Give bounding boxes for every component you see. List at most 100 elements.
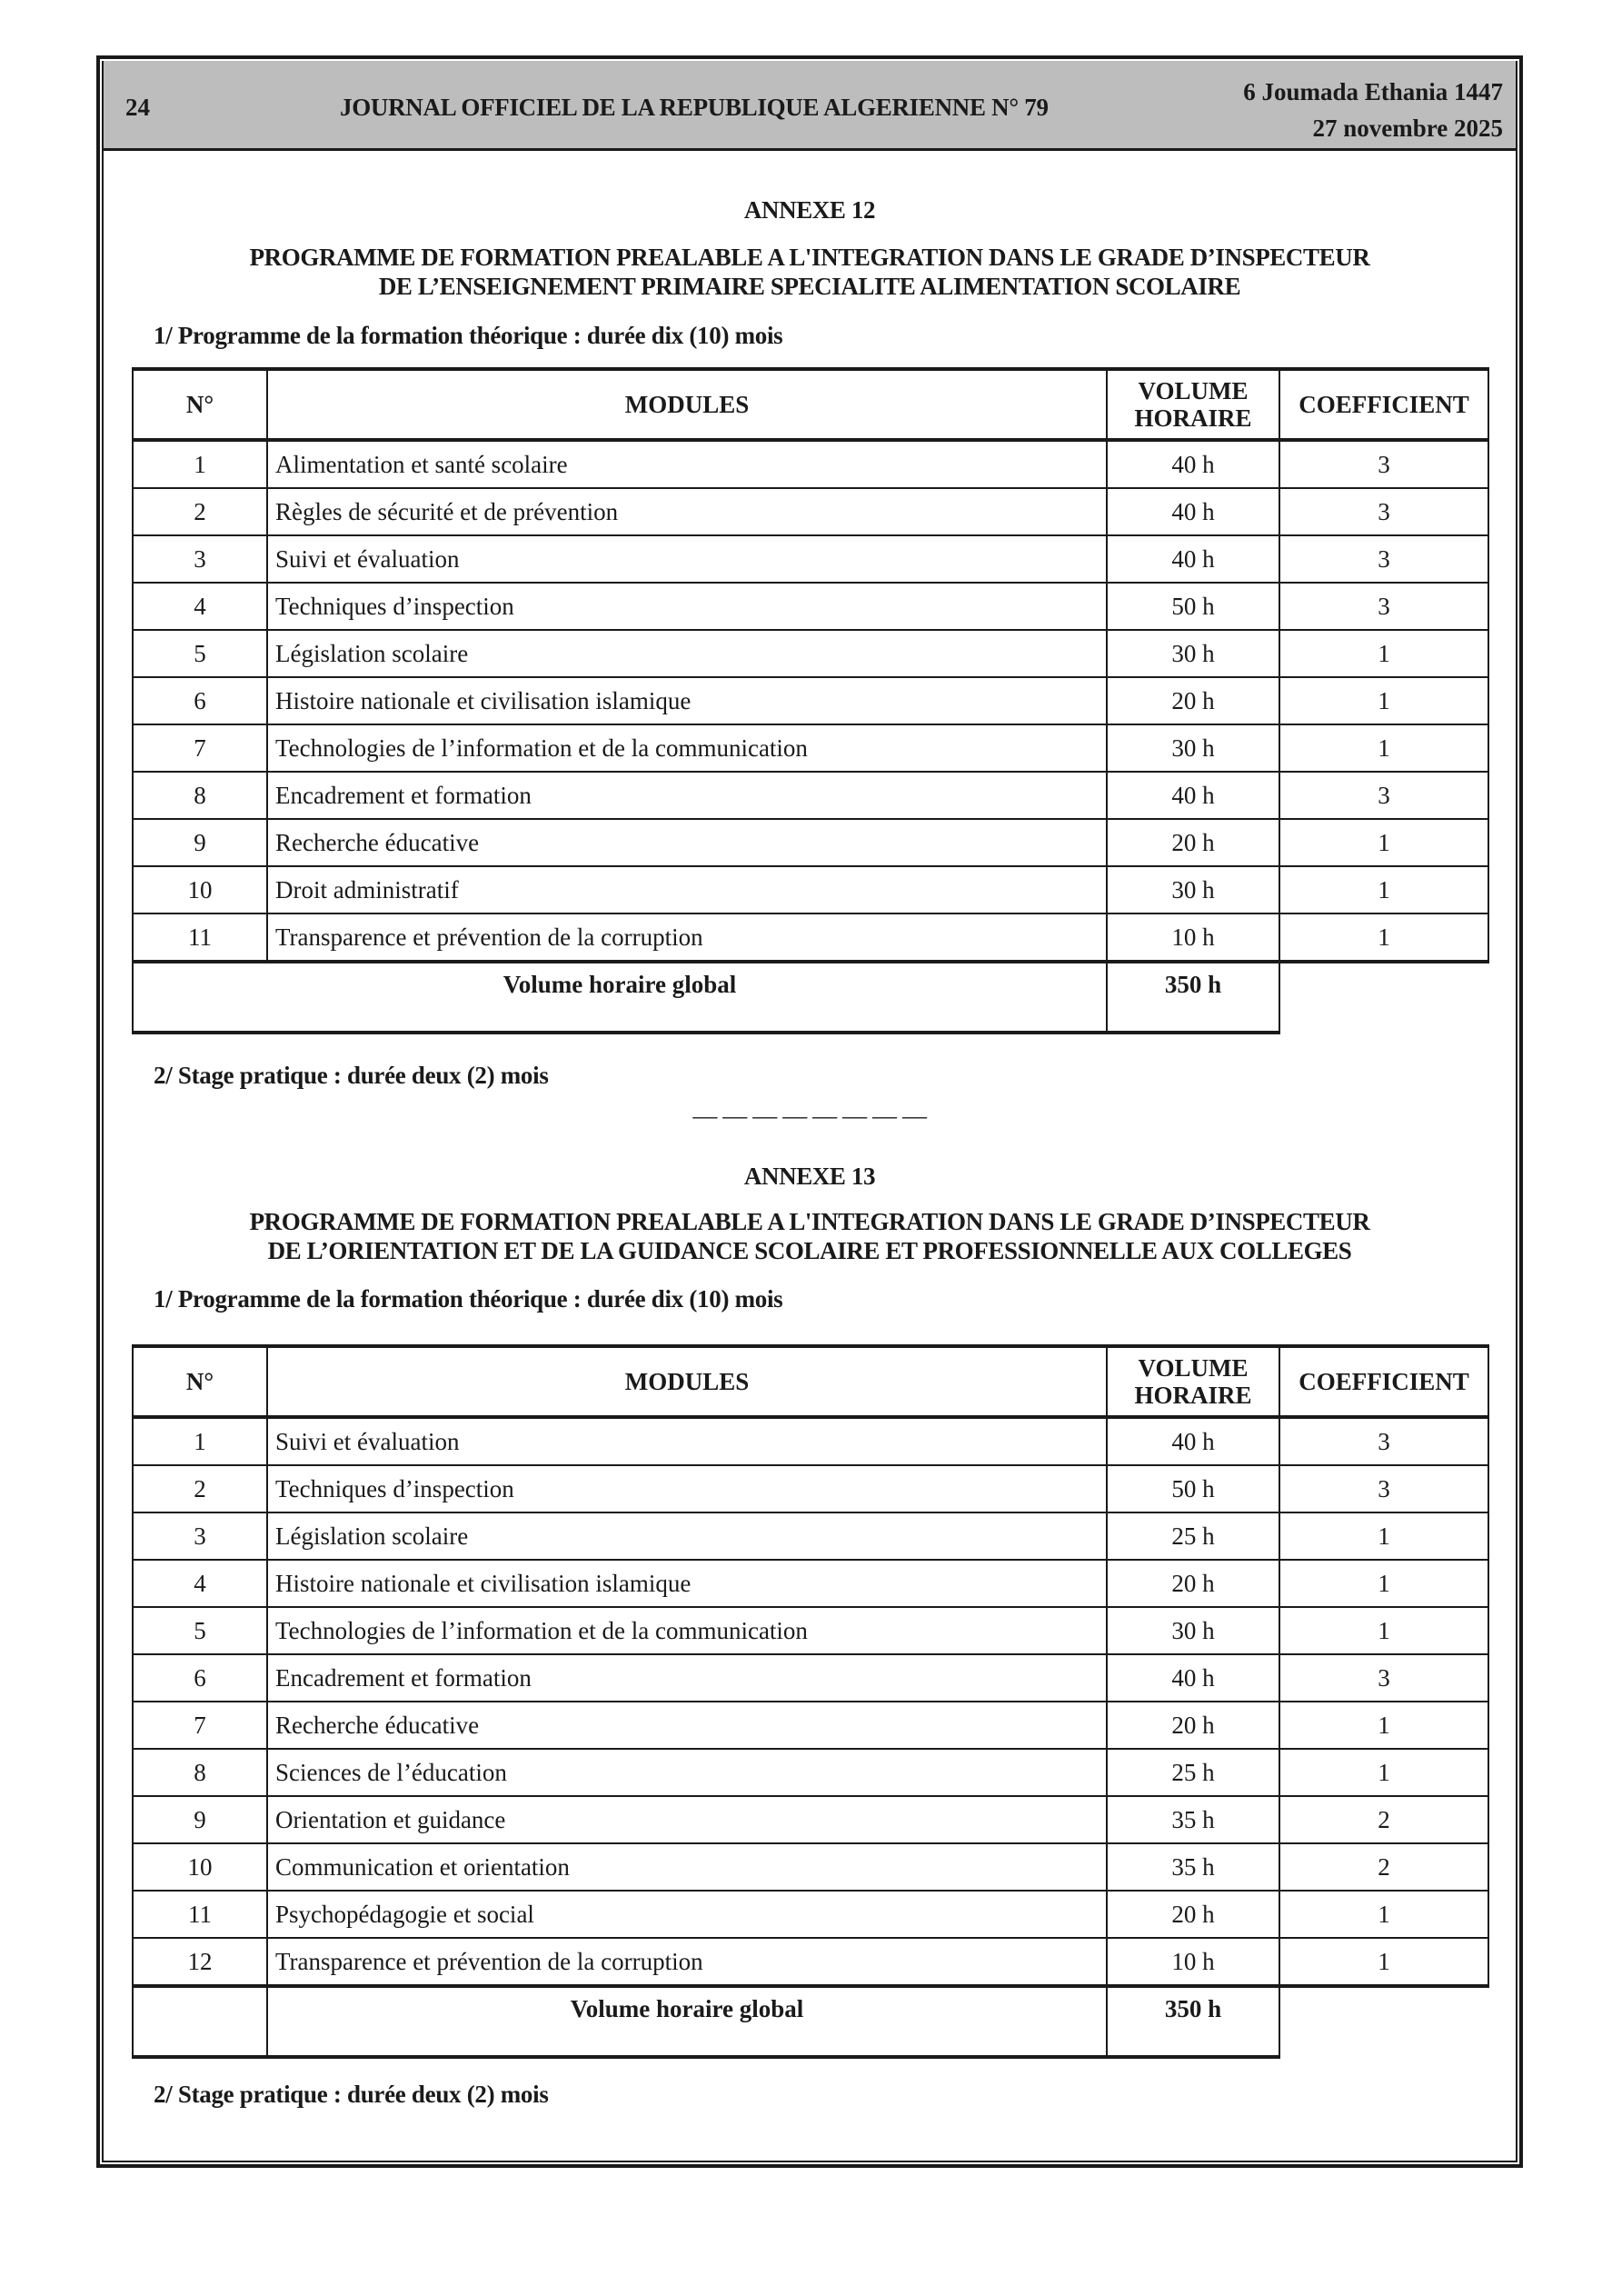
cell-number: 8 — [132, 771, 268, 820]
page-border — [96, 55, 1523, 2168]
table-header: N° MODULES VOLUME HORAIRE COEFFICIENT — [132, 1345, 1489, 1418]
col-volume-line1: VOLUME — [1138, 1354, 1249, 1382]
col-modules: MODULES — [266, 1345, 1108, 1418]
cell-coefficient: 2 — [1279, 1842, 1489, 1892]
col-volume: VOLUME HORAIRE — [1106, 1345, 1280, 1418]
hijri-date: 6 Joumada Ethania 1447 — [1243, 78, 1503, 105]
cell-number: 9 — [132, 1795, 268, 1844]
annexe13-title-line2: DE L’ORIENTATION ET DE LA GUIDANCE SCOLA… — [267, 1237, 1352, 1264]
cell-number: 10 — [132, 865, 268, 914]
cell-volume: 20 h — [1106, 818, 1280, 867]
cell-coefficient: 1 — [1279, 724, 1489, 773]
table-body: 1 Suivi et évaluation 40 h 3 2 Techniques d’i… — [132, 1416, 1489, 2059]
cell-coefficient: 1 — [1279, 1606, 1489, 1655]
table-row: 4 Histoire nationale et civilisation isla… — [132, 1559, 1489, 1608]
table-header: N° MODULES VOLUME HORAIRE COEFFICIENT — [132, 368, 1489, 441]
total-value: 350 h — [1106, 961, 1280, 1034]
cell-coefficient: 1 — [1279, 629, 1489, 678]
cell-module: Recherche éducative — [266, 818, 1108, 867]
cell-coefficient: 2 — [1279, 1795, 1489, 1844]
table-body: 1 Alimentation et santé scolaire 40 h 3 2 Règ… — [132, 439, 1489, 1034]
cell-volume: 40 h — [1106, 487, 1280, 536]
cell-module: Communication et orientation — [266, 1842, 1108, 1892]
cell-module: Orientation et guidance — [266, 1795, 1108, 1844]
cell-volume: 20 h — [1106, 1701, 1280, 1750]
cell-number: 5 — [132, 1606, 268, 1655]
journal-title: JOURNAL OFFICIEL DE LA REPUBLIQUE ALGERI… — [340, 94, 1049, 121]
cell-number: 12 — [132, 1937, 268, 1987]
cell-module: Alimentation et santé scolaire — [266, 439, 1108, 489]
col-volume-line2: HORAIRE — [1134, 1382, 1252, 1409]
cell-volume: 20 h — [1106, 1559, 1280, 1608]
annexe12-title-line1: PROGRAMME DE FORMATION PREALABLE A L'INT… — [249, 244, 1370, 271]
total-empty-cell — [132, 1985, 268, 2059]
total-row: Volume horaire global 350 h — [132, 960, 1488, 1034]
annexe13-title-line1: PROGRAMME DE FORMATION PREALABLE A L'INT… — [249, 1208, 1370, 1235]
cell-module: Encadrement et formation — [266, 1653, 1108, 1702]
col-number: N° — [132, 368, 268, 441]
cell-module: Sciences de l’éducation — [266, 1748, 1108, 1797]
cell-module: Transparence et prévention de la corrupt… — [266, 913, 1108, 963]
table-row: 2 Règles de sécurité et de prévention 40 h… — [132, 487, 1489, 536]
total-value: 350 h — [1106, 1985, 1280, 2059]
total-blank — [1279, 1984, 1488, 2057]
cell-volume: 25 h — [1106, 1512, 1280, 1561]
annexe12-title-line2: DE L’ENSEIGNEMENT PRIMAIRE SPECIALITE AL… — [378, 273, 1241, 300]
cell-volume: 40 h — [1106, 771, 1280, 820]
cell-module: Histoire nationale et civilisation islam… — [266, 676, 1108, 725]
cell-number: 10 — [132, 1842, 268, 1892]
cell-coefficient: 1 — [1279, 1512, 1489, 1561]
cell-module: Législation scolaire — [266, 629, 1108, 678]
cell-volume: 30 h — [1106, 1606, 1280, 1655]
cell-coefficient: 1 — [1279, 818, 1489, 867]
cell-volume: 30 h — [1106, 629, 1280, 678]
cell-module: Psychopédagogie et social — [266, 1890, 1108, 1939]
cell-module: Encadrement et formation — [266, 771, 1108, 820]
cell-volume: 40 h — [1106, 1653, 1280, 1702]
cell-coefficient: 1 — [1279, 676, 1489, 725]
cell-volume: 30 h — [1106, 724, 1280, 773]
cell-coefficient: 3 — [1279, 487, 1489, 536]
cell-module: Techniques d’inspection — [266, 1464, 1108, 1513]
header-row: N° MODULES VOLUME HORAIRE COEFFICIENT — [132, 1345, 1489, 1418]
cell-module: Droit administratif — [266, 865, 1108, 914]
cell-coefficient: 3 — [1279, 771, 1489, 820]
annexe12-theory-label: 1/ Programme de la formation théorique :… — [154, 322, 783, 349]
cell-number: 3 — [132, 1512, 268, 1561]
cell-number: 4 — [132, 582, 268, 631]
cell-coefficient: 1 — [1279, 1890, 1489, 1939]
cell-number: 1 — [132, 439, 268, 489]
cell-volume: 20 h — [1106, 676, 1280, 725]
total-label: Volume horaire global — [266, 1985, 1108, 2059]
cell-volume: 30 h — [1106, 865, 1280, 914]
cell-volume: 20 h — [1106, 1890, 1280, 1939]
annexe13-stage-label: 2/ Stage pratique : durée deux (2) mois — [154, 2081, 549, 2108]
col-volume-line1: VOLUME — [1138, 377, 1249, 404]
col-modules: MODULES — [266, 368, 1108, 441]
cell-number: 6 — [132, 1653, 268, 1702]
separator: — — — — — — — — — [692, 1102, 927, 1129]
annexe12-table: N° MODULES VOLUME HORAIRE COEFFICIENT 1 Alimen… — [132, 367, 1489, 1034]
col-coefficient: COEFFICIENT — [1279, 368, 1489, 441]
table-row: 12 Transparence et prévention de la corru… — [132, 1937, 1489, 1987]
cell-coefficient: 1 — [1279, 913, 1489, 963]
cell-number: 7 — [132, 724, 268, 773]
total-row: Volume horaire global 350 h — [132, 1984, 1488, 2059]
annexe12-stage-label: 2/ Stage pratique : durée deux (2) mois — [154, 1062, 549, 1089]
cell-coefficient: 3 — [1279, 534, 1489, 584]
table-row: 5 Technologies de l’information et de la … — [132, 1606, 1489, 1655]
cell-number: 1 — [132, 1416, 268, 1466]
cell-coefficient: 3 — [1279, 582, 1489, 631]
cell-volume: 40 h — [1106, 1416, 1280, 1466]
cell-number: 11 — [132, 1890, 268, 1939]
cell-module: Règles de sécurité et de prévention — [266, 487, 1108, 536]
